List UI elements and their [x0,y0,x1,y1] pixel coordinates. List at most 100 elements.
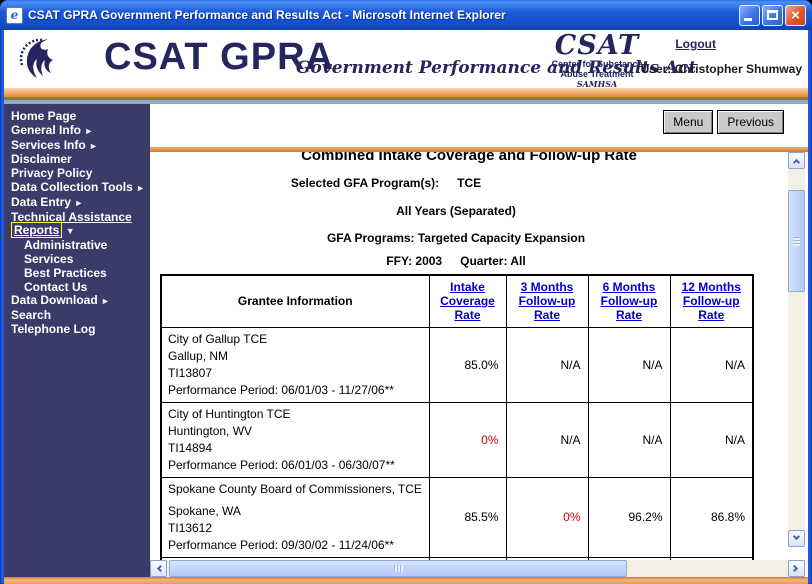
report-frame: Combined Intake Coverage and Follow-up R… [150,152,788,560]
sidebar-item-reports[interactable]: Reports ▼ [4,222,150,239]
rate-cell: N/A [505,401,589,478]
internet-explorer-icon: e [6,6,23,24]
sidebar-item-best-practices[interactable]: Best Practices [24,265,107,280]
sidebar-nav: Home Page General Info ► Services Info ►… [4,104,150,577]
years-line: All Years (Separated) [396,204,516,218]
chevron-left-icon [156,564,165,573]
table-header-row: Grantee Information Intake Coverage Rate… [160,274,754,328]
header-gold-line [4,97,808,100]
programs-line: GFA Programs: Targeted Capacity Expansio… [326,231,586,245]
grantee-info-cell: Spokane County Board of Commissioners, T… [160,476,430,558]
csat-logo: CSAT Center for Substance Abuse Treatmen… [537,30,657,89]
three-months-followup-header-link[interactable]: 3 Months Follow-up Rate [505,274,589,328]
logout-link[interactable]: Logout [675,37,716,51]
app-header: CSAT GPRA Government Performance and Res… [4,30,808,89]
user-label: User: Christopher Shumway [640,62,802,76]
grantee-information-header: Grantee Information [160,274,430,328]
vertical-scrollbar-thumb[interactable] [788,190,805,292]
brand-title: CSAT GPRA [104,36,334,78]
total-row: Total 3 Grantee(s) 44.2% 0% 96.2% 86.8% [160,556,754,560]
quarter-label: Quarter: All [460,254,526,268]
hhs-eagle-logo [19,38,53,78]
ffy-quarter-line: FFY: 2003 Quarter: All [150,254,762,268]
sidebar-item-data-collection-tools[interactable]: Data Collection Tools ► [11,179,146,194]
sidebar-item-telephone-log[interactable]: Telephone Log [11,321,96,336]
content-separator-line [150,147,808,152]
sidebar-item-search[interactable]: Search [11,308,52,323]
scroll-left-button[interactable] [150,560,167,577]
intake-coverage-rate-header-link[interactable]: Intake Coverage Rate [428,274,507,328]
table-row: Spokane County Board of Commissioners, T… [160,476,754,558]
sidebar-item-services[interactable]: Services [24,251,74,266]
close-button[interactable]: × [785,4,806,26]
csat-logo-line1: Center for Substance [551,59,643,69]
menu-button[interactable]: Menu [663,110,714,134]
csat-logo-name: CSAT [554,30,640,61]
report-title: Combined Intake Coverage and Follow-up R… [301,152,637,164]
sidebar-item-services-info[interactable]: Services Info ► [11,137,98,152]
thumb-grip [793,237,800,246]
chevron-up-icon [792,158,801,167]
twelve-months-followup-header-link[interactable]: 12 Months Follow-up Rate [669,274,754,328]
table-row: City of Gallup TCE Gallup, NM TI13807 Pe… [160,326,754,403]
sidebar-item-disclaimer[interactable]: Disclaimer [11,152,72,167]
scroll-right-button[interactable] [788,560,805,577]
table-row: City of Huntington TCE Huntington, WV TI… [160,401,754,478]
brand-subtitle: Government Performance and Results Act [296,58,697,78]
previous-button[interactable]: Previous [717,110,784,134]
grantee-info-cell: City of Huntington TCE Huntington, WV TI… [160,401,430,478]
content-area: Menu Previous Combined Intake Coverage a… [150,104,808,577]
maximize-icon [767,9,778,20]
window-title: CSAT GPRA Government Performance and Res… [28,8,506,22]
title-bar[interactable]: e CSAT GPRA Government Performance and R… [0,0,812,30]
sidebar-item-home-page[interactable]: Home Page [11,109,77,123]
rate-cell: 0% [428,401,507,478]
sidebar-item-administrative[interactable]: Administrative [24,238,108,253]
minimize-icon [744,17,752,21]
rate-cell: 0% [505,476,589,558]
selected-program-label: Selected GFA Program(s): [290,176,440,190]
sidebar-item-technical-assistance[interactable]: Technical Assistance [11,209,132,224]
chevron-down-icon [792,532,801,541]
rate-cell: 85.0% [428,326,507,403]
sidebar-item-contact-us[interactable]: Contact Us [24,279,88,294]
six-months-followup-header-link[interactable]: 6 Months Follow-up Rate [587,274,671,328]
submenu-arrow-icon: ► [101,296,110,307]
submenu-arrow-icon: ► [84,125,94,136]
rate-cell: 86.8% [669,476,754,558]
horizontal-scrollbar-thumb[interactable] [169,560,627,577]
csat-logo-line3: SAMHSA [576,79,618,89]
rate-cell: 96.2% [587,476,671,558]
selected-program-value: TCE [457,176,482,190]
rate-cell: N/A [587,326,671,403]
header-blue-line [4,100,808,104]
sidebar-item-data-entry[interactable]: Data Entry ► [11,194,84,209]
csat-logo-line2: Abuse Treatment [560,69,634,79]
horizontal-scrollbar[interactable] [150,560,805,577]
vertical-scrollbar[interactable] [788,152,805,547]
chevron-right-icon [790,564,799,573]
submenu-arrow-icon: ► [74,197,84,208]
app-chrome: CSAT GPRA Government Performance and Res… [4,30,808,584]
header-orange-band [4,88,808,97]
grantee-info-cell: City of Gallup TCE Gallup, NM TI13807 Pe… [160,326,430,403]
scroll-down-button[interactable] [788,530,805,547]
submenu-arrow-icon: ► [89,140,98,151]
scroll-up-button[interactable] [788,152,805,169]
rate-cell: N/A [587,401,671,478]
selected-program-line: Selected GFA Program(s): TCE [150,176,692,190]
sidebar-item-privacy-policy[interactable]: Privacy Policy [11,166,93,181]
rate-cell: N/A [669,401,754,478]
maximize-button[interactable] [762,4,783,26]
footer-orange-band [4,577,808,584]
expanded-arrow-icon: ▼ [65,226,75,237]
sidebar-item-data-download[interactable]: Data Download ► [11,293,110,308]
grantee-rate-table: Grantee Information Intake Coverage Rate… [160,274,754,560]
minimize-button[interactable] [739,4,760,26]
rate-cell: N/A [505,326,589,403]
submenu-arrow-icon: ► [136,182,146,193]
total-rate-cell: 86.8% [669,556,754,560]
close-icon: × [791,6,800,24]
sidebar-item-general-info[interactable]: General Info ► [11,122,94,137]
